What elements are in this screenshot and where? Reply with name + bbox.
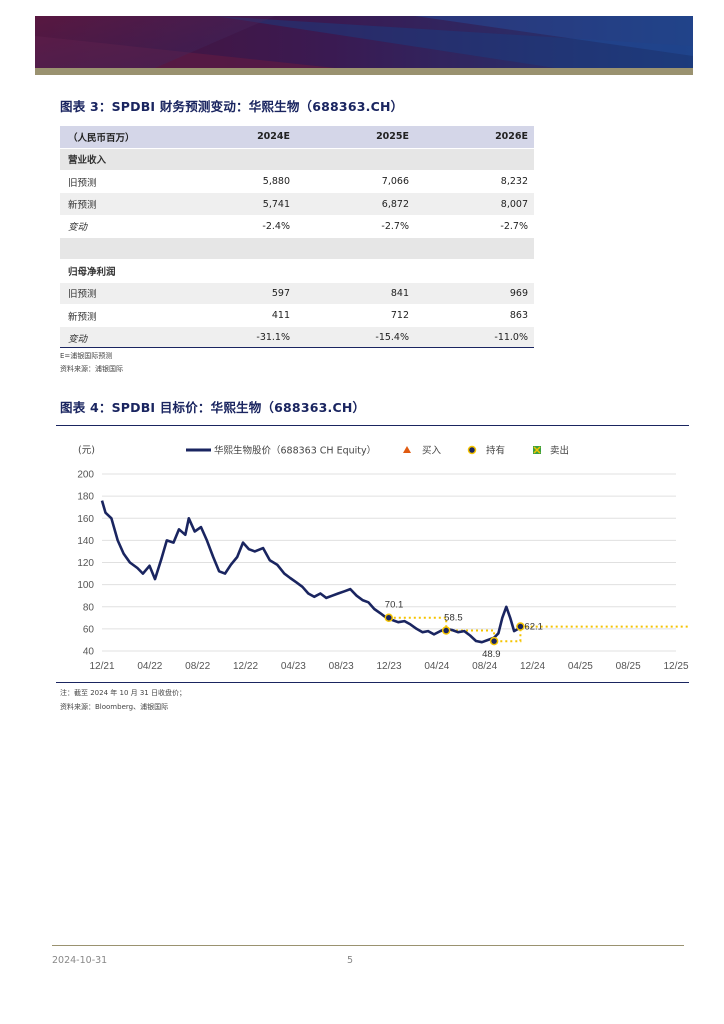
x-tick-label: 08/22 bbox=[185, 661, 210, 672]
header-banner-graphic bbox=[35, 16, 693, 68]
x-tick-label: 12/21 bbox=[89, 661, 114, 672]
figure4-label: 图表 4： bbox=[60, 400, 112, 415]
header-2024e: 2024E bbox=[178, 126, 296, 149]
section-row-net-profit: 归母净利润 bbox=[60, 259, 534, 283]
header-banner bbox=[35, 16, 693, 68]
x-tick-label: 08/23 bbox=[329, 661, 354, 672]
table-row: 新预测 411 712 863 bbox=[60, 304, 534, 328]
x-tick-label: 12/25 bbox=[663, 661, 688, 672]
row-label: 旧预测 bbox=[60, 170, 178, 194]
figure3-source: 资料来源：浦银国际 bbox=[60, 365, 123, 373]
row-label: 新预测 bbox=[60, 192, 178, 216]
header-2026e: 2026E bbox=[415, 126, 534, 149]
forecast-table: （人民币百万） 2024E 2025E 2026E 营业收入 旧预测 5,880… bbox=[60, 126, 534, 350]
hold-marker bbox=[516, 622, 525, 631]
y-tick-label: 160 bbox=[77, 514, 94, 525]
row-label: 变动 bbox=[60, 215, 178, 238]
section-row-revenue: 营业收入 bbox=[60, 148, 534, 172]
x-tick-label: 08/25 bbox=[616, 661, 641, 672]
marker-label: 48.9 bbox=[482, 649, 501, 660]
cell-value: 841 bbox=[296, 282, 415, 305]
y-tick-label: 180 bbox=[77, 492, 94, 503]
legend-buy-label: 买入 bbox=[422, 446, 442, 457]
table-header-row: （人民币百万） 2024E 2025E 2026E bbox=[60, 126, 534, 149]
cell-value: -2.7% bbox=[296, 215, 415, 238]
x-tick-label: 12/24 bbox=[520, 661, 545, 672]
figure4-note: 注：截至 2024 年 10 月 31 日收盘价； bbox=[60, 689, 186, 697]
figure4-source: 资料来源：Bloomberg、浦银国际 bbox=[60, 703, 169, 711]
figure3-label: 图表 3： bbox=[60, 99, 112, 114]
y-tick-label: 100 bbox=[77, 580, 94, 591]
table-bottom-rule bbox=[60, 347, 534, 348]
spacer-row bbox=[60, 237, 534, 261]
row-label: 旧预测 bbox=[60, 282, 178, 305]
table-row: 新预测 5,741 6,872 8,007 bbox=[60, 192, 534, 216]
marker-label: 70.1 bbox=[385, 600, 404, 611]
cell-value: 8,232 bbox=[415, 170, 534, 194]
cell-value: 7,066 bbox=[296, 170, 415, 194]
marker-label: 62.1 bbox=[524, 622, 543, 633]
x-tick-label: 04/22 bbox=[137, 661, 162, 672]
figure3-title-text: SPDBI 财务预测变动：华熙生物（688363.CH） bbox=[111, 99, 404, 114]
cell-value: 969 bbox=[415, 282, 534, 305]
target-price-chart: 40 60 80 100 120 140 160 180 200 12/21 04/22 08/22 1… bbox=[56, 425, 689, 683]
cell-value: 6,872 bbox=[296, 192, 415, 216]
cell-value: 597 bbox=[178, 282, 296, 305]
marker-label: 58.5 bbox=[444, 613, 463, 624]
page-number: 5 bbox=[347, 955, 354, 966]
hold-marker bbox=[489, 636, 499, 646]
hold-marker bbox=[384, 613, 394, 622]
table-row: 旧预测 597 841 969 bbox=[60, 282, 534, 305]
legend-price-label: 华熙生物股价（688363 CH Equity） bbox=[214, 445, 376, 457]
cell-value: 712 bbox=[296, 304, 415, 328]
cell-value: -2.4% bbox=[178, 215, 296, 238]
figure3-title: 图表 3：SPDBI 财务预测变动：华熙生物（688363.CH） bbox=[60, 96, 403, 115]
footer-rule bbox=[52, 945, 684, 946]
cell-value: -31.1% bbox=[178, 326, 296, 350]
y-tick-label: 80 bbox=[83, 602, 95, 613]
legend-hold-circle-icon bbox=[467, 445, 477, 455]
hold-marker bbox=[441, 626, 451, 635]
x-tick-label: 04/23 bbox=[281, 661, 306, 672]
y-tick-label: 60 bbox=[83, 624, 95, 635]
cell-value: -15.4% bbox=[296, 326, 415, 350]
header-stripe bbox=[35, 68, 693, 75]
header-unit: （人民币百万） bbox=[60, 126, 178, 149]
x-tick-label: 04/24 bbox=[424, 661, 449, 672]
figure4-title-text: SPDBI 目标价：华熙生物（688363.CH） bbox=[111, 400, 366, 415]
cell-value: 5,741 bbox=[178, 192, 296, 216]
section-label-revenue: 营业收入 bbox=[60, 148, 534, 172]
y-tick-label: 40 bbox=[83, 647, 95, 658]
footer-date: 2024-10-31 bbox=[52, 955, 108, 966]
x-tick-label: 08/24 bbox=[472, 661, 497, 672]
section-label-net-profit: 归母净利润 bbox=[60, 259, 534, 283]
figure3-note: E=浦银国际预测 bbox=[60, 352, 113, 360]
cell-value: -2.7% bbox=[415, 215, 534, 238]
row-label: 变动 bbox=[60, 326, 178, 350]
header-2025e: 2025E bbox=[296, 126, 415, 149]
legend-sell-label: 卖出 bbox=[550, 445, 569, 457]
cell-value: 8,007 bbox=[415, 192, 534, 216]
chart-svg: 40 60 80 100 120 140 160 180 200 12/21 04/22 08/22 1… bbox=[77, 445, 689, 673]
x-tick-label: 12/23 bbox=[376, 661, 401, 672]
legend-buy-triangle-icon bbox=[403, 446, 411, 453]
table-row: 变动 -2.4% -2.7% -2.7% bbox=[60, 215, 534, 238]
y-tick-label: 140 bbox=[77, 536, 94, 547]
legend-sell-x-icon bbox=[533, 446, 541, 454]
cell-value: -11.0% bbox=[415, 326, 534, 350]
row-label: 新预测 bbox=[60, 304, 178, 328]
y-axis-unit: (元) bbox=[78, 445, 95, 456]
table-row: 变动 -31.1% -15.4% -11.0% bbox=[60, 326, 534, 350]
table-row: 旧预测 5,880 7,066 8,232 bbox=[60, 170, 534, 194]
cell-value: 411 bbox=[178, 304, 296, 328]
x-tick-label: 04/25 bbox=[568, 661, 593, 672]
y-tick-label: 200 bbox=[77, 470, 94, 481]
price-line bbox=[100, 500, 522, 644]
x-tick-label: 12/22 bbox=[233, 661, 258, 672]
cell-value: 5,880 bbox=[178, 170, 296, 194]
y-tick-label: 120 bbox=[77, 558, 94, 569]
figure4-title: 图表 4：SPDBI 目标价：华熙生物（688363.CH） bbox=[60, 397, 365, 416]
cell-value: 863 bbox=[415, 304, 534, 328]
legend-hold-label: 持有 bbox=[486, 445, 505, 457]
